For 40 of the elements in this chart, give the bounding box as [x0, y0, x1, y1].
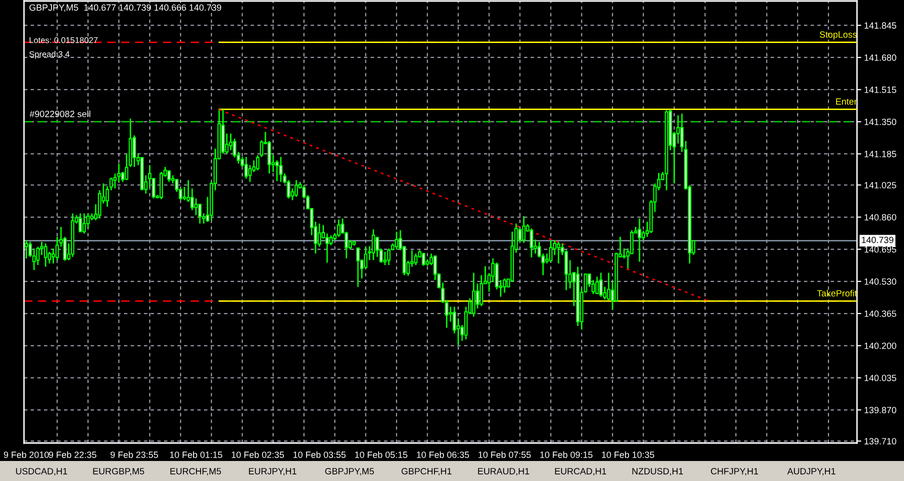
x-tick-label: 10 Feb 03:55	[293, 451, 346, 458]
x-tick-label: 9 Feb 2010	[4, 451, 49, 458]
y-tick-label: 141.350	[864, 118, 896, 126]
x-tick-label: 10 Feb 02:35	[232, 451, 284, 458]
x-tick-label: 10 Feb 09:15	[540, 451, 592, 458]
y-tick-label: 141.515	[864, 86, 896, 93]
x-tick-label: 10 Feb 01:15	[170, 451, 222, 458]
text: EURCHF,M5	[170, 468, 221, 476]
y-tick-label: 141.680	[864, 54, 896, 61]
text: GBPCHF,H1	[402, 468, 452, 476]
y-tick-label: 141.845	[864, 22, 896, 29]
text: EURCAD,H1	[555, 468, 606, 476]
text: EURJPY,H1	[248, 468, 296, 476]
y-tick-label: 139.870	[864, 406, 896, 414]
text: USDCAD,H1	[16, 468, 68, 476]
y-tick-label: 140.530	[864, 278, 896, 285]
x-tick-label: 9 Feb 23:55	[110, 451, 158, 458]
x-tick-label: 10 Feb 06:35	[416, 451, 470, 458]
y-tick-label: 140.365	[864, 310, 896, 317]
y-tick-label: 140.695	[864, 246, 896, 253]
x-tick-label: 10 Feb 07:55	[478, 451, 531, 458]
text: NZDUSD,H1	[632, 468, 683, 476]
y-tick-label: 141.185	[864, 150, 896, 158]
ref-line-label: 140.739	[862, 236, 894, 244]
x-tick-label: 9 Feb 22:35	[48, 451, 96, 458]
text: EURGBP,M5	[93, 468, 144, 476]
text: AUDJPY,H1	[787, 468, 836, 476]
text: EURAUD,H1	[478, 468, 530, 476]
y-tick-label: 140.200	[864, 342, 896, 350]
x-tick-label: 10 Feb 05:15	[355, 451, 408, 458]
y-tick-label: 139.710	[864, 438, 896, 444]
y-tick-label: 141.025	[864, 182, 896, 188]
text: GBPJPY,M5	[325, 468, 374, 476]
y-tick-label: 140.035	[864, 374, 896, 382]
annotation: Spread:3.4	[29, 51, 70, 59]
y-tick-label: 140.860	[864, 214, 896, 220]
x-tick-label: 10 Feb 10:35	[602, 451, 654, 458]
chart-title: GBPJPY,M5 140.677 140.739 140.666 140.739	[29, 4, 222, 12]
ref-line-label: #90229082 sell	[30, 110, 90, 118]
text: CHFJPY,H1	[710, 468, 758, 476]
